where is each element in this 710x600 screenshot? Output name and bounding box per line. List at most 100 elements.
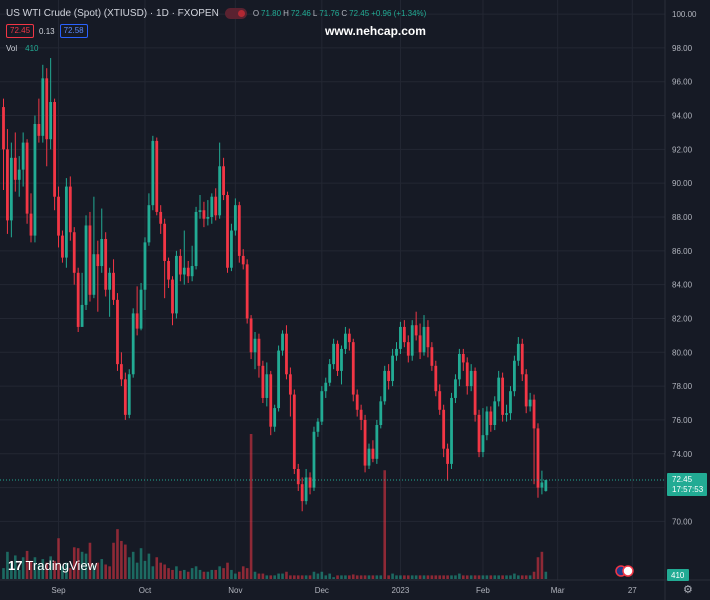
candle: [540, 482, 544, 488]
volume-bar: [175, 566, 178, 579]
y-tick-label: 76.00: [672, 416, 693, 425]
candle: [359, 409, 363, 420]
candle: [410, 325, 414, 356]
candle: [257, 338, 261, 366]
volume-bar: [536, 557, 540, 579]
volume-bar: [151, 566, 155, 579]
volume-bar: [513, 573, 516, 579]
candle: [222, 166, 225, 196]
candle: [123, 379, 127, 415]
candle: [485, 411, 489, 436]
volume-bar: [155, 557, 159, 579]
volume-bar: [226, 562, 229, 579]
x-tick-label: Nov: [228, 586, 242, 595]
candle: [265, 374, 269, 398]
candle: [120, 364, 123, 380]
volume-bar: [328, 573, 331, 579]
candle: [249, 318, 253, 353]
y-tick-label: 84.00: [672, 281, 693, 290]
volume-bar: [348, 575, 351, 579]
x-tick-label: Oct: [139, 586, 152, 595]
x-tick-label: Mar: [551, 586, 565, 595]
candle: [402, 326, 406, 343]
volume-bar: [76, 548, 80, 579]
volume-bar: [477, 575, 481, 579]
volume-bar: [434, 575, 438, 579]
candle: [513, 360, 516, 392]
candle: [9, 157, 13, 221]
last-price-tag: [667, 472, 707, 496]
volume-bar: [159, 562, 162, 579]
market-status-toggle[interactable]: [224, 7, 247, 19]
volume-bar: [80, 551, 84, 579]
candle: [532, 399, 536, 429]
volume-bar: [29, 560, 33, 579]
candle: [465, 362, 469, 387]
candle: [175, 255, 178, 314]
volume-bar: [312, 571, 316, 579]
volume-bar: [430, 575, 434, 579]
volume-bar: [383, 470, 387, 579]
y-tick-label: 80.00: [672, 348, 693, 357]
volume-bar: [214, 569, 218, 579]
volume-bar: [116, 529, 119, 579]
volume-bar: [403, 575, 406, 579]
volume-bar: [277, 573, 280, 579]
volume-bar: [84, 553, 88, 579]
volume-bar: [210, 569, 214, 579]
candle: [159, 211, 163, 224]
volume-bar: [49, 556, 52, 579]
candle: [446, 448, 449, 464]
candle: [363, 419, 367, 466]
volume-bar: [375, 575, 379, 579]
symbol-title[interactable]: US WTI Crude (Spot) (XTIUSD) · 1D · FXOP…: [6, 7, 219, 19]
candle: [528, 399, 532, 407]
candle: [454, 379, 457, 398]
volume-bar: [509, 575, 512, 579]
volume-bar: [320, 571, 324, 579]
volume-bar: [371, 575, 375, 579]
volume-bar: [528, 575, 532, 579]
volume-bar: [446, 575, 449, 579]
candle: [285, 333, 288, 375]
candle: [524, 374, 528, 407]
volume-bar: [410, 575, 414, 579]
volume-bar: [324, 575, 328, 579]
volume-bar: [143, 560, 147, 579]
volume-bar: [131, 551, 135, 579]
candle: [135, 313, 139, 329]
volume-bar: [57, 538, 60, 579]
candle: [461, 353, 465, 363]
candle: [88, 225, 92, 295]
bid-price[interactable]: 72.45: [6, 24, 35, 38]
candle: [473, 370, 477, 415]
ask-price[interactable]: 72.58: [59, 24, 88, 38]
gear-icon[interactable]: ⚙: [683, 584, 693, 596]
volume-bar: [72, 547, 76, 579]
volume-bar: [544, 571, 548, 579]
volume-bar: [540, 551, 544, 579]
volume-bar: [147, 553, 151, 579]
candle: [304, 477, 308, 502]
volume-label[interactable]: Vol: [6, 44, 18, 53]
volume-bar: [108, 566, 111, 579]
volume-bar: [391, 573, 394, 579]
candle: [288, 374, 292, 395]
volume-bar: [167, 568, 170, 579]
candle: [312, 431, 316, 488]
candle: [218, 166, 222, 216]
volume-bar: [218, 566, 221, 579]
tradingview-logo[interactable]: 17 TradingView: [8, 558, 97, 573]
volume-bar: [269, 575, 273, 579]
candle: [37, 123, 41, 136]
volume-bar: [65, 562, 68, 579]
candle: [21, 142, 25, 170]
volume-bar: [112, 542, 115, 579]
candle: [344, 333, 347, 349]
y-tick-label: 86.00: [672, 247, 693, 256]
candle: [395, 348, 398, 356]
candle: [182, 267, 186, 275]
candle: [237, 205, 241, 256]
volume-bar: [300, 575, 304, 579]
